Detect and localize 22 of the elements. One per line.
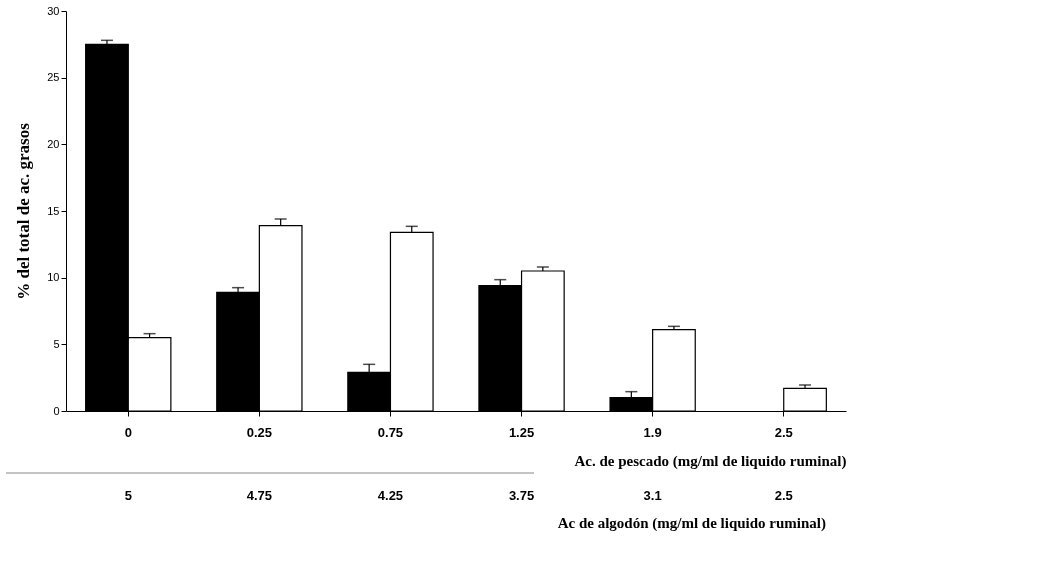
text: 2.5 xyxy=(774,488,793,503)
x-tick-label: 1.9 xyxy=(643,424,662,440)
text: 4.75 xyxy=(246,488,273,503)
x-tick-label: 2.5 xyxy=(774,424,793,440)
y-tick-label: 20 xyxy=(47,137,60,150)
x-tick-label: 0.25 xyxy=(246,424,273,440)
y-tick-label: 0 xyxy=(53,404,60,417)
text: 3.1 xyxy=(643,488,662,503)
y-tick-label: 30 xyxy=(47,4,60,17)
y-tick-label: 5 xyxy=(53,337,60,350)
text: 3.75 xyxy=(508,488,535,503)
x-tick-label: 0 xyxy=(124,424,132,440)
x-axis-title: Ac. de pescado (mg/ml de liquido ruminal) xyxy=(574,452,847,470)
y-tick-label: 10 xyxy=(47,271,60,284)
text: 5 xyxy=(124,488,132,503)
y-axis-title: % del total de ac. grasos xyxy=(14,122,34,300)
text: 4.25 xyxy=(377,488,404,503)
text: Ac de algodón (mg/ml de liquido ruminal) xyxy=(557,515,826,532)
x-tick-label: 1.25 xyxy=(508,424,535,440)
x-tick-label: 0.75 xyxy=(377,424,404,440)
y-tick-label: 25 xyxy=(47,71,60,84)
y-tick-label: 15 xyxy=(47,204,60,217)
